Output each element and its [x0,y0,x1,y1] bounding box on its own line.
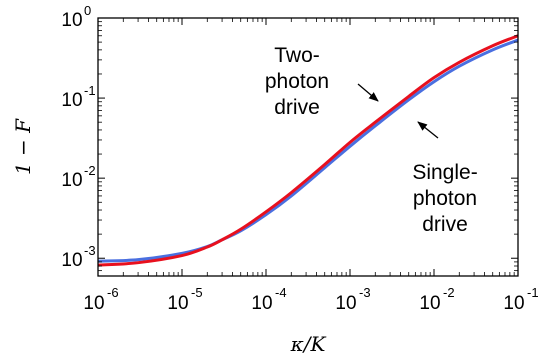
y-tick-label: 10 [61,170,82,191]
series-line-2 [98,34,518,267]
x-tick-exponent: -4 [275,285,287,300]
x-tick-label: 10 [83,293,104,314]
plot-frame [97,17,519,277]
x-tick-label: 10 [167,293,188,314]
annotation-text-2: photon [413,187,477,210]
y-tick-exponent: -1 [84,83,96,98]
series-layer [98,34,518,267]
y-tick-label: 10 [61,10,82,31]
x-tick-exponent: -6 [107,285,119,300]
x-tick-label: 10 [335,293,356,314]
x-tick-label: 10 [419,293,440,314]
annotation-text-2: drive [422,213,468,236]
y-axis-label: 1 − F [11,118,35,175]
annotation-text-1: drive [274,96,320,119]
annotation-text-1: photon [265,70,329,93]
annotation-layer: Two-photon drive Single-photon drive [265,44,478,236]
x-tick-label: 10 [503,293,524,314]
annotation-text-2: Single- [412,161,477,184]
annotation-arrow-2 [417,121,439,139]
y-tick-exponent: -2 [84,163,96,178]
x-tick-exponent: -1 [527,285,539,300]
annotation-text-1: Two- [274,44,320,67]
y-tick-exponent: -3 [84,243,96,258]
x-axis-label: κ/K [290,332,327,356]
y-tick-label: 10 [61,90,82,111]
x-tick-label: 10 [251,293,272,314]
y-tick-label: 10 [61,250,82,271]
annotation-arrow-1 [357,83,379,102]
y-tick-exponent: 0 [84,3,91,18]
x-tick-exponent: -2 [443,285,455,300]
x-tick-exponent: -5 [191,285,203,300]
x-tick-exponent: -3 [359,285,371,300]
